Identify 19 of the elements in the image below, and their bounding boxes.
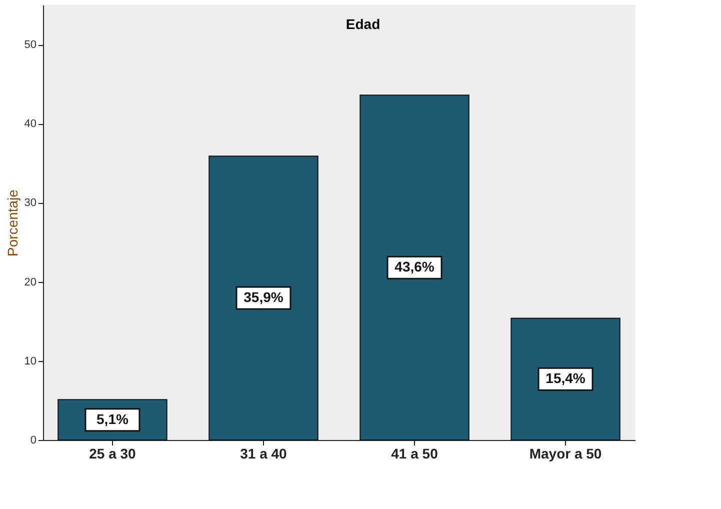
y-tick-label: 0 xyxy=(30,434,36,446)
x-tick-label: 41 a 50 xyxy=(391,446,438,462)
x-tick-label: Mayor a 50 xyxy=(529,446,602,462)
y-axis-title: Porcentaje xyxy=(4,189,20,256)
data-label: 15,4% xyxy=(546,370,586,386)
x-tick-label: 25 a 30 xyxy=(89,446,136,462)
data-label: 5,1% xyxy=(96,410,129,427)
bar xyxy=(208,156,318,440)
y-tick-label: 40 xyxy=(24,118,36,130)
x-tick-label: 31 a 40 xyxy=(240,446,288,462)
text: Edad xyxy=(346,16,380,32)
y-tick-label: 20 xyxy=(24,276,36,288)
y-tick-label: 50 xyxy=(24,39,36,52)
bar xyxy=(510,318,620,440)
bar xyxy=(360,94,470,440)
y-tick-label: 30 xyxy=(24,197,36,210)
y-tick-label: 10 xyxy=(24,355,36,368)
data-label: 35,9% xyxy=(244,289,284,306)
data-label: 43,6% xyxy=(394,258,435,275)
